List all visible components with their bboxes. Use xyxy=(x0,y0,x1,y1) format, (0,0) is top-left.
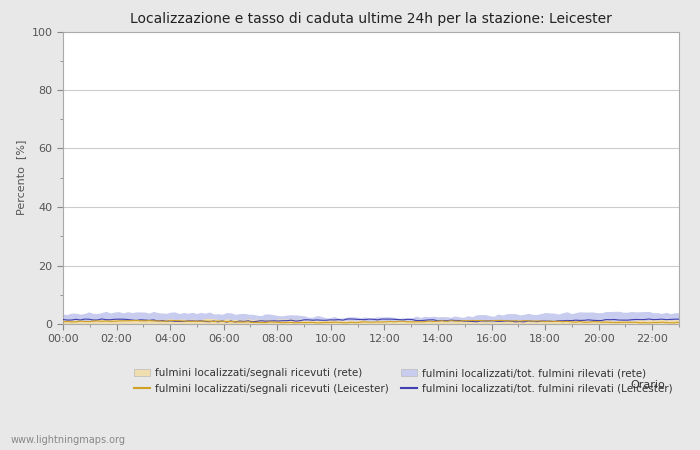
Text: Orario: Orario xyxy=(630,380,665,390)
Y-axis label: Percento  [%]: Percento [%] xyxy=(16,140,26,216)
Title: Localizzazione e tasso di caduta ultime 24h per la stazione: Leicester: Localizzazione e tasso di caduta ultime … xyxy=(130,12,612,26)
Text: www.lightningmaps.org: www.lightningmaps.org xyxy=(10,435,125,445)
Legend: fulmini localizzati/segnali ricevuti (rete), fulmini localizzati/segnali ricevut: fulmini localizzati/segnali ricevuti (re… xyxy=(130,364,677,398)
